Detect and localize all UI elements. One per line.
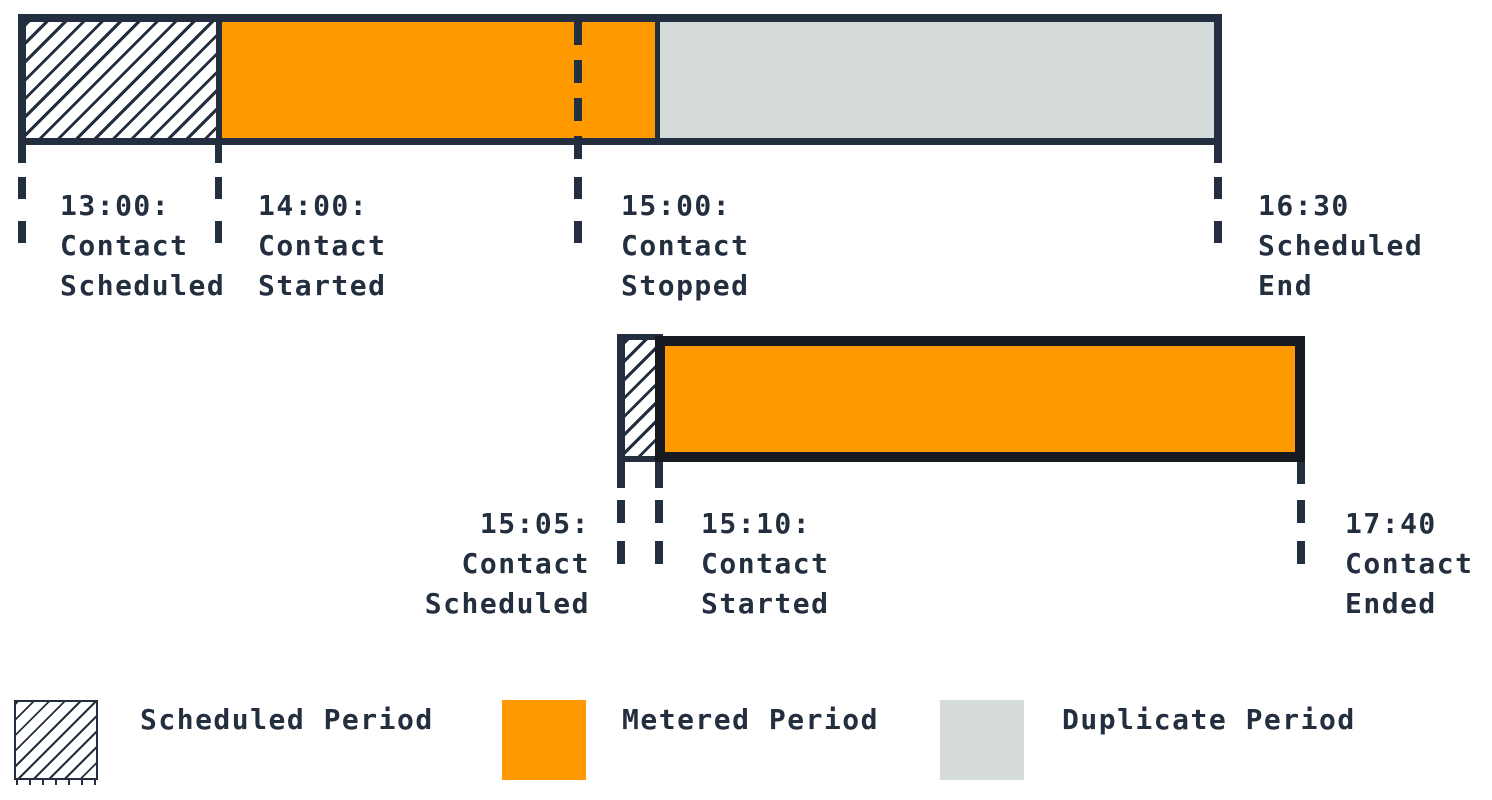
contact2-label-scheduled: 15:05: Contact Scheduled	[424, 507, 590, 620]
tick-mark	[1214, 177, 1222, 199]
contact2-ended-tick-stub	[1297, 462, 1305, 484]
tick-mark	[215, 221, 222, 243]
contact2-label-started: 15:10: Contact Started	[701, 507, 830, 620]
contact2-started-tick-stub	[655, 462, 663, 488]
contact1-metered-period-segment	[222, 22, 655, 138]
contact1-frame-bottom-border	[18, 138, 1222, 145]
tick-mark	[1297, 541, 1305, 564]
contact1-label-started: 14:00: Contact Started	[258, 189, 387, 302]
contact1-label-scheduled: 13:00: Contact Scheduled	[60, 189, 226, 302]
tick-mark	[617, 500, 625, 523]
tick-mark	[574, 177, 582, 199]
contact2-hatch-bottom-border	[617, 456, 663, 462]
legend-label-scheduled-period: Scheduled Period	[140, 703, 434, 736]
tick-mark	[655, 500, 663, 523]
contact1-duplicate-period-segment	[660, 22, 1214, 138]
contact2-hatch-top-border	[617, 334, 663, 340]
legend-swatch-duplicate-period	[940, 700, 1024, 780]
contact1-started-divider	[216, 22, 222, 138]
contact1-label-stopped: 15:00: Contact Stopped	[621, 189, 750, 302]
contact1-duplicate-divider	[655, 22, 660, 138]
contact1-scheduled-period-segment	[26, 22, 216, 138]
tick-mark	[655, 541, 663, 564]
legend-label-metered-period: Metered Period	[622, 703, 880, 736]
tick-mark	[1214, 221, 1222, 243]
contact1-label-scheduled-end: 16:30 Scheduled End	[1258, 189, 1424, 302]
tick-mark	[1297, 500, 1305, 523]
contact2-hatch-left-edge	[617, 334, 625, 488]
tick-mark	[215, 177, 222, 199]
legend-swatch-scheduled-period	[14, 700, 98, 785]
tick-mark	[574, 221, 582, 243]
contact1-frame-top-border	[18, 14, 1222, 22]
tick-mark	[18, 177, 26, 199]
contact2-scheduled-period-segment	[625, 340, 657, 456]
tick-mark	[617, 541, 625, 564]
contact1-frame-left-edge	[18, 14, 26, 163]
contact1-frame-right-edge	[1214, 14, 1222, 163]
contact1-stopped-dashed-line	[574, 22, 582, 163]
contact1-started-tick-stub	[215, 145, 222, 163]
contact2-metered-period-segment	[655, 336, 1305, 462]
tick-mark	[18, 221, 26, 243]
legend-swatch-metered-period	[502, 700, 586, 780]
contact2-label-ended: 17:40 Contact Ended	[1345, 507, 1474, 620]
legend-label-duplicate-period: Duplicate Period	[1062, 703, 1356, 736]
